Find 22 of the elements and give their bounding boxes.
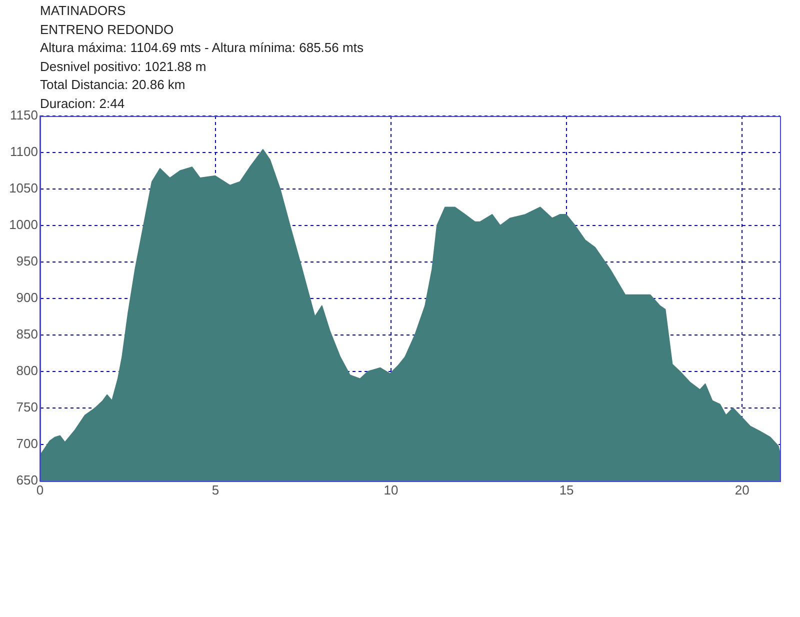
x-tick-label: 20: [734, 482, 750, 498]
y-tick-label: 900: [16, 290, 38, 306]
y-tick-label: 750: [16, 400, 38, 415]
text: Duracion: 2:44: [40, 94, 126, 112]
y-tick-label: 950: [16, 254, 38, 269]
y-tick-label: 1050: [9, 180, 38, 196]
x-tick-label: 10: [384, 482, 398, 498]
y-tick-label: 850: [16, 326, 38, 342]
x-tick-label: 15: [559, 482, 574, 498]
text: Total Distancia: 20.86 km: [40, 76, 186, 94]
x-tick-label: 5: [212, 482, 220, 498]
chart-title: MATINADORS: [40, 2, 127, 20]
chart-subtitle: ENTRENO REDONDO: [40, 20, 175, 38]
y-tick-label: 1150: [10, 108, 38, 123]
y-tick-label: 1000: [9, 217, 38, 232]
text: Desnivel positivo: 1021.88 m: [40, 58, 208, 76]
y-tick-label: 700: [16, 436, 38, 452]
x-tick-label: 0: [36, 482, 44, 498]
y-tick-label: 1100: [10, 144, 38, 160]
y-tick-label: 800: [16, 363, 38, 378]
text: Altura máxima: 1104.69 mts - Altura mínima: 685.56 mts: [40, 39, 364, 57]
y-tick-label: 650: [16, 472, 38, 488]
